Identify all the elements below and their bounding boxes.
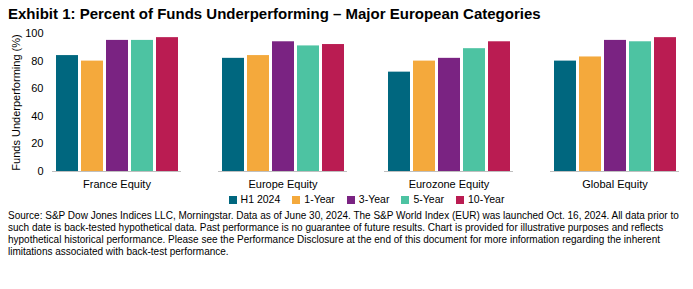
- svg-text:France Equity: France Equity: [83, 178, 151, 190]
- svg-text:0: 0: [37, 165, 43, 177]
- svg-text:20: 20: [31, 137, 43, 149]
- html-text:3-Year: 3-Year: [358, 193, 390, 205]
- svg-text:60: 60: [31, 82, 43, 94]
- svg-text:Eurozone Equity: Eurozone Equity: [409, 178, 490, 190]
- svg-text:100: 100: [25, 27, 43, 39]
- svg-text:Europe Equity: Europe Equity: [248, 178, 318, 190]
- html-text:1-Year: 1-Year: [304, 193, 335, 205]
- html-text:H1 2024: H1 2024: [240, 193, 281, 205]
- html-text:Exhibit 1: Percent of Funds Un: Exhibit 1: Percent of Funds Underperform…: [8, 5, 541, 22]
- svg-text:Global Equity: Global Equity: [582, 178, 648, 190]
- html-text:Source: S&P Dow Jones Indices: Source: S&P Dow Jones Indices LLC, Morni…: [8, 210, 679, 257]
- svg-text:Funds Underperforming (%): Funds Underperforming (%): [10, 34, 22, 170]
- html-text:10-Year: 10-Year: [468, 193, 505, 205]
- svg-text:80: 80: [31, 55, 43, 67]
- html-text:5-Year: 5-Year: [413, 193, 444, 205]
- svg-text:40: 40: [31, 110, 43, 122]
